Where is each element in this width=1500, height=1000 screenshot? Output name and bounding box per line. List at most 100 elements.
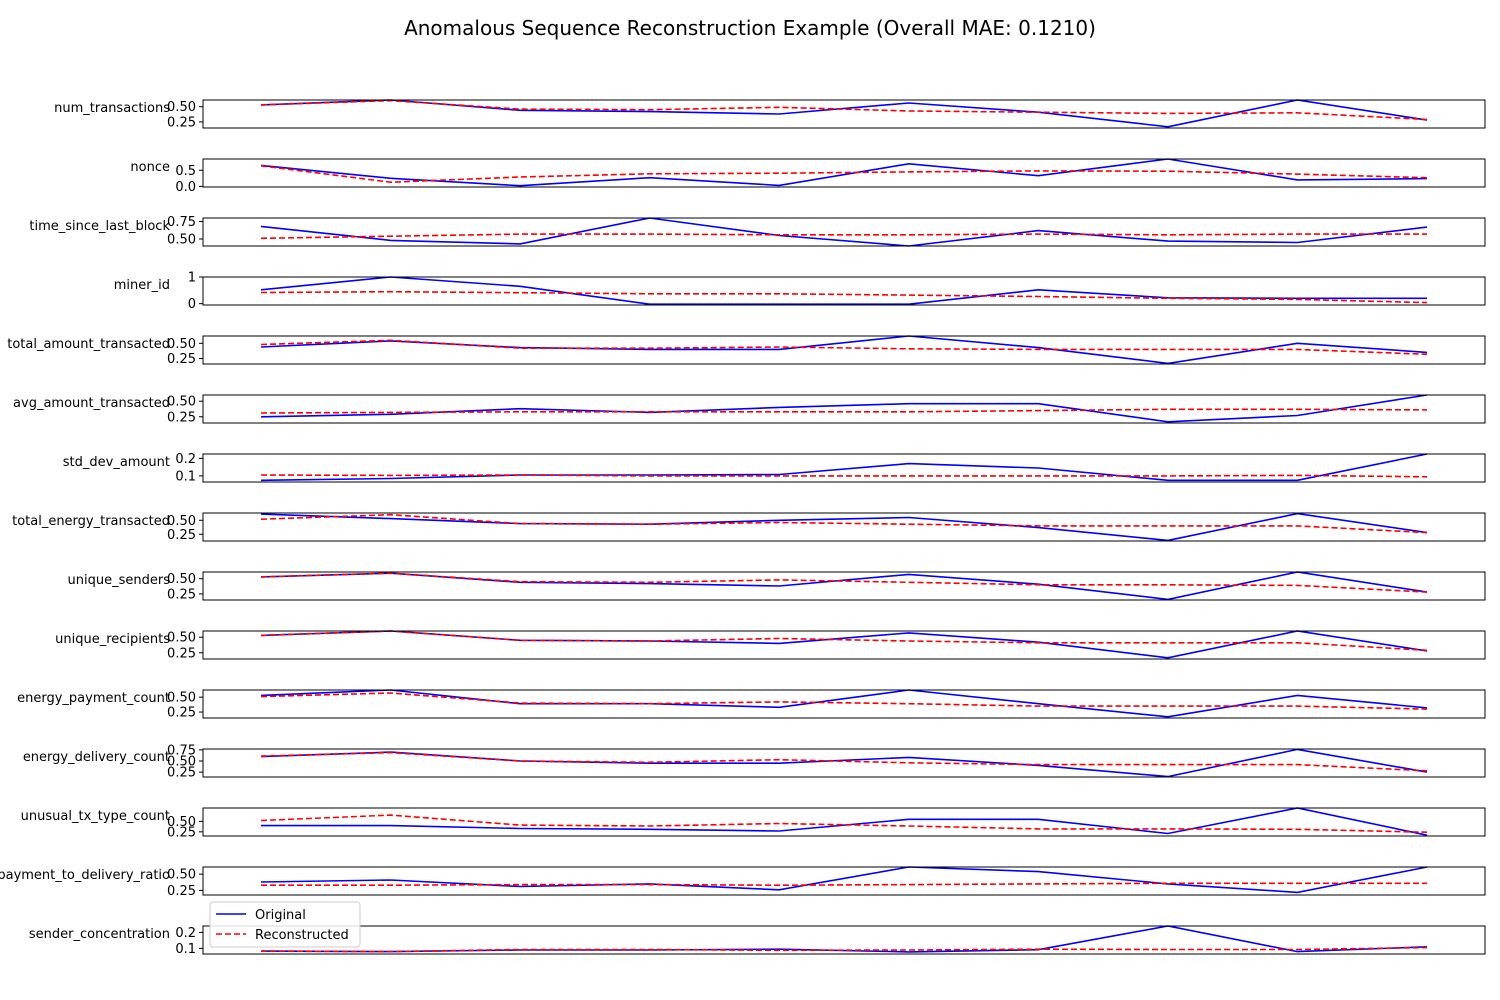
reconstructed-line — [261, 882, 1427, 887]
legend: Original Reconstructed — [209, 901, 361, 948]
ytick-label: 0.0 — [175, 180, 196, 195]
subplot-ylabel: energy_payment_count — [17, 691, 170, 706]
subplot-ylabel: miner_id — [114, 278, 170, 293]
ytick-label: 0.50 — [167, 395, 196, 410]
ytick-label: 0.25 — [167, 766, 196, 781]
original-line — [260, 748, 1428, 778]
subplot-ylabel: avg_amount_transacted — [13, 396, 170, 411]
reconstructed-line — [260, 630, 1428, 652]
original-line — [260, 453, 1428, 482]
subplot-miner_id: miner_id 0 1 — [114, 271, 1486, 312]
reconstructed-line — [260, 814, 1428, 833]
reconstructed-line — [260, 572, 1428, 593]
ytick-label: 0.50 — [167, 868, 196, 883]
axes-frame — [202, 217, 1486, 247]
ytick-label: 0.50 — [167, 572, 196, 587]
ytick-label: 0.50 — [167, 337, 196, 352]
ytick-label: 0.50 — [167, 233, 196, 248]
original-line — [260, 512, 1428, 542]
subplot-nonce: nonce 0.00.5 — [130, 158, 1486, 195]
axes-frame — [202, 925, 1486, 955]
ytick-label: 0.25 — [167, 587, 196, 602]
original-line — [260, 689, 1428, 718]
ytick-label: 0.50 — [167, 514, 196, 529]
original-line — [260, 276, 1427, 306]
ytick-label: 0.25 — [167, 825, 196, 840]
axes-frame — [202, 158, 1486, 188]
axes-frame — [202, 453, 1486, 483]
subplot-ylabel: total_amount_transacted — [7, 337, 170, 352]
subplot-sender_concentration: sender_concentration 0.10.2 — [29, 925, 1486, 957]
subplot-ylabel: payment_to_delivery_ratio — [0, 868, 170, 883]
subplot-ylabel: std_dev_amount — [63, 455, 170, 470]
reconstructed-line — [260, 946, 1428, 953]
original-line — [260, 394, 1428, 423]
ytick-label: 0.2 — [175, 452, 196, 467]
axes-frame — [202, 807, 1486, 837]
original-line — [261, 807, 1428, 836]
axes-frame — [202, 689, 1486, 719]
legend-box — [209, 901, 361, 948]
axes-frame — [202, 99, 1486, 129]
ytick-label: 0.50 — [167, 691, 196, 706]
original-line — [260, 217, 1428, 247]
ytick-label: 0.25 — [167, 646, 196, 661]
reconstructed-line — [260, 290, 1428, 304]
axes-frame — [202, 512, 1486, 542]
ytick-label: 0 — [188, 297, 196, 312]
reconstructed-line — [260, 165, 1428, 184]
ytick-label: 0.75 — [167, 743, 196, 758]
axes-frame — [202, 748, 1486, 778]
ytick-label: 0.5 — [175, 164, 196, 179]
subplot-ylabel: unique_recipients — [55, 632, 170, 647]
reconstructed-line — [260, 339, 1428, 356]
subplot-std_dev_amount: std_dev_amount 0.1 0.2 — [63, 452, 1486, 484]
subplot-ylabel: energy_delivery_count — [23, 750, 170, 765]
ytick-label: 0.2 — [175, 926, 196, 941]
axes-frame — [202, 394, 1486, 424]
ytick-label: 0.25 — [167, 884, 196, 899]
ytick-label: 0.50 — [167, 100, 196, 115]
ytick-label: 0.25 — [167, 706, 196, 721]
subplot-ylabel: sender_concentration — [29, 927, 170, 942]
original-line — [260, 925, 1428, 953]
ytick-label: 0.50 — [167, 631, 196, 646]
ytick-label: 0.25 — [167, 410, 196, 425]
reconstructed-line — [260, 408, 1428, 414]
ytick-label: 0.75 — [167, 215, 196, 230]
ytick-label: 0.50 — [167, 815, 196, 830]
subplot-ylabel: time_since_last_block — [29, 219, 170, 234]
subplot-ylabel: num_transactions — [54, 101, 170, 116]
legend-original-label: Original — [255, 908, 306, 923]
ytick-label: 0.1 — [175, 942, 196, 957]
reconstructed-line — [260, 474, 1428, 478]
reconstructed-line — [260, 99, 1428, 121]
ytick-label: 0.25 — [167, 352, 196, 367]
axes-frame — [202, 630, 1486, 660]
ytick-label: 0.25 — [167, 528, 196, 543]
subplot-ylabel: unique_senders — [68, 573, 171, 588]
reconstructed-line — [260, 692, 1428, 710]
subplot-ylabel: total_energy_transacted — [12, 514, 170, 529]
ytick-label: 0.25 — [167, 115, 196, 130]
ytick-label: 1 — [188, 271, 196, 286]
axes-frame — [202, 335, 1486, 365]
reconstructed-line — [260, 233, 1427, 240]
legend-reconstructed-label: Reconstructed — [255, 928, 349, 943]
ytick-label: 0.1 — [175, 469, 196, 484]
axes-frame — [202, 276, 1486, 306]
original-line — [260, 158, 1428, 187]
original-line — [260, 866, 1428, 894]
reconstructed-line — [260, 751, 1428, 772]
